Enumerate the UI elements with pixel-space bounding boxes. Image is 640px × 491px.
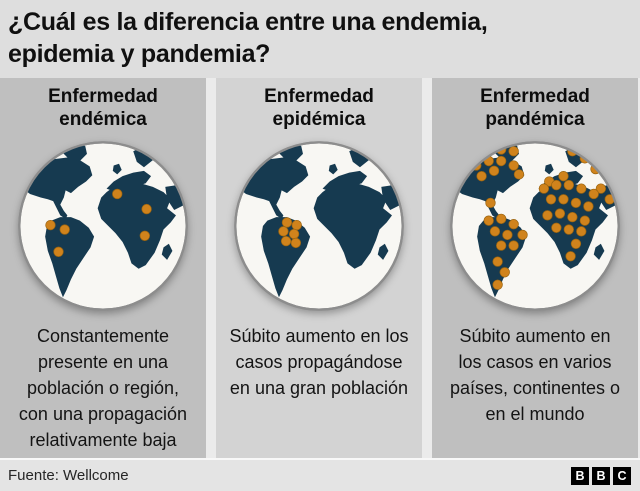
page-title: ¿Cuál es la diferencia entre una endemia… <box>8 7 630 71</box>
heading-line: Enfermedad <box>48 86 158 107</box>
page-title-line-1: ¿Cuál es la diferencia entre una endemia… <box>8 8 488 36</box>
panel-heading-pandemica: Enfermedad pandémica <box>432 85 638 131</box>
heading-line: Enfermedad <box>480 86 590 107</box>
panel-description-endemica: Constantemente presente en una población… <box>3 323 203 453</box>
heading-line: pandémica <box>485 109 585 131</box>
desc-line: los casos en varios <box>458 352 612 373</box>
title-block: ¿Cuál es la diferencia entre una endemia… <box>0 0 640 78</box>
globe-epidemica <box>230 137 408 315</box>
source-label: Fuente: Wellcome <box>8 467 129 484</box>
desc-line: población o región, <box>26 378 180 399</box>
page-title-line-2: epidemia y pandemia? <box>8 39 271 68</box>
bbc-logo: B B C <box>571 466 631 485</box>
panel-enfermedad-endemica: Enfermedad endémica Constantemente prese… <box>0 78 206 458</box>
panels-row: Enfermedad endémica Constantemente prese… <box>0 78 640 458</box>
heading-line: epidémica <box>272 109 366 131</box>
desc-line: con una propagación <box>18 404 188 425</box>
panel-description-epidemica: Súbito aumento en los casos propagándose… <box>219 323 419 401</box>
heading-line: endémica <box>59 109 147 131</box>
desc-line: Súbito aumento en <box>459 326 611 347</box>
panel-description-pandemica: Súbito aumento en los casos en varios pa… <box>435 323 635 427</box>
desc-line: casos propagándose <box>235 352 403 373</box>
globe-pandemica <box>446 137 624 315</box>
panel-enfermedad-epidemica: Enfermedad epidémica Súbito aumento en l… <box>216 78 422 458</box>
globe-endemica <box>14 137 192 315</box>
bbc-logo-letter-b1: B <box>571 466 589 485</box>
desc-line: Súbito aumento en los <box>229 326 409 347</box>
heading-line: Enfermedad <box>264 86 374 107</box>
world-map-epidemica-icon <box>234 141 404 312</box>
footer: Fuente: Wellcome B B C <box>0 458 640 491</box>
world-map-pandemica-icon <box>450 141 620 312</box>
desc-line: presente en una <box>37 352 169 373</box>
bbc-logo-letter-c: C <box>613 466 631 485</box>
desc-line: relativamente baja <box>29 430 177 451</box>
desc-line: en el mundo <box>485 404 585 425</box>
panel-enfermedad-pandemica: Enfermedad pandémica Súbito aumento en l… <box>432 78 638 458</box>
bbc-logo-letter-b2: B <box>592 466 610 485</box>
world-map-endemica-icon <box>18 141 188 312</box>
panel-heading-epidemica: Enfermedad epidémica <box>216 85 422 131</box>
desc-line: países, continentes o <box>449 378 621 399</box>
desc-line: en una gran población <box>229 378 409 399</box>
panel-heading-endemica: Enfermedad endémica <box>0 85 206 131</box>
desc-line: Constantemente <box>36 326 170 347</box>
